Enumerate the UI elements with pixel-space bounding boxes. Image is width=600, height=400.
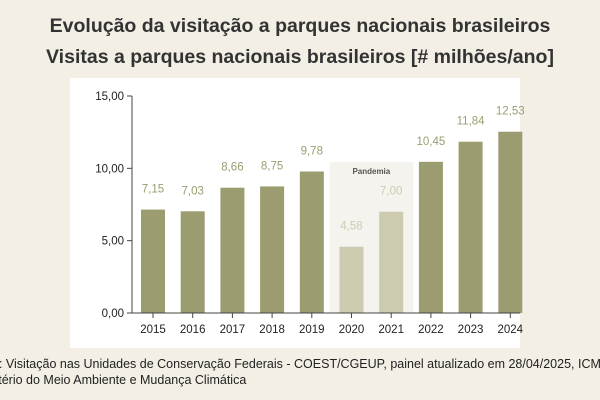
x-tick-label-2023: 2023 [458,324,484,336]
bar-2015 [141,209,165,313]
data-label-2020: 4,58 [340,221,362,233]
bar-2017 [220,187,245,313]
bar-2018 [260,186,285,313]
x-tick-label-2024: 2024 [498,324,524,336]
x-tick-label-2018: 2018 [259,324,285,336]
source-note-continued: stério do Meio Ambiente e Mudança Climát… [0,373,247,387]
x-tick-label-2020: 2020 [339,324,365,336]
data-label-2016: 7,03 [182,185,204,197]
data-label-2017: 8,66 [221,162,243,174]
bar-2016 [180,211,205,313]
chart-subtitle: Visitas a parques nacionais brasileiros … [46,46,554,68]
x-tick-label-2015: 2015 [140,324,166,336]
x-tick-label-2017: 2017 [220,324,246,336]
data-label-2023: 11,84 [457,116,486,128]
y-tick-label: 10,00 [95,163,124,175]
y-tick-label: 5,00 [102,236,124,248]
chart-title: Evolução da visitação a parques nacionai… [49,15,551,37]
data-label-2019: 9,78 [301,146,323,158]
y-tick-label: 15,00 [95,91,124,103]
source-note: e: Visitação nas Unidades de Conservação… [0,357,600,371]
data-label-2015: 7,15 [142,184,164,196]
bar-2023 [458,141,483,313]
pandemic-label: Pandemia [352,167,390,176]
data-label-2022: 10,45 [417,136,446,148]
bar-2024 [498,131,523,313]
data-label-2024: 12,53 [496,106,525,118]
x-tick-label-2021: 2021 [378,324,404,336]
y-tick-label: 0,00 [102,308,124,320]
chart-panel [70,78,520,348]
x-tick-label-2019: 2019 [299,324,325,336]
data-label-2021: 7,00 [380,186,402,198]
bar-2020 [339,246,364,313]
bar-2022 [418,161,443,313]
data-label-2018: 8,75 [261,160,283,172]
bar-2021 [379,211,404,313]
x-tick-label-2016: 2016 [180,324,206,336]
x-tick-label-2022: 2022 [418,324,444,336]
bar-2019 [299,171,324,313]
